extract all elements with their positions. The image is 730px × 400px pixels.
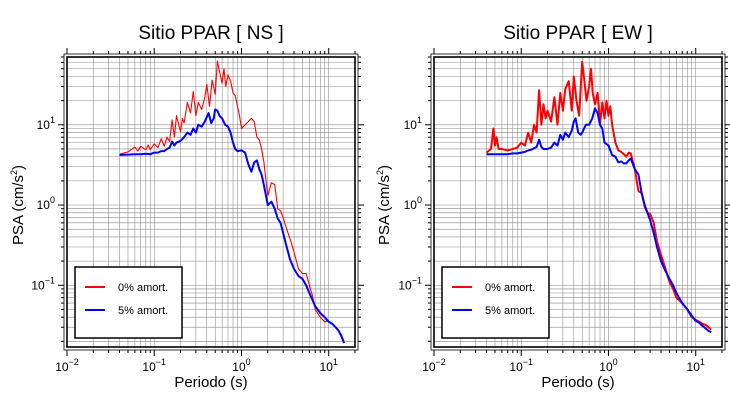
- y-tick-label-exp: 0: [50, 195, 55, 205]
- chart-panel-ns: Sitio PPAR [ NS ] 10−2 10−1 100 10110−11001…: [9, 23, 364, 391]
- tick-marks: [58, 48, 364, 356]
- y-tick-label-exp: −1: [412, 275, 422, 285]
- x-axis-label: Periodo (s): [174, 374, 247, 391]
- y-axis-label-close: ): [10, 165, 27, 170]
- x-tick-label: 10−2: [55, 357, 79, 374]
- plot-frame-outer: [430, 53, 726, 351]
- plot-frame: [66, 56, 356, 348]
- y-tick-label: 101: [37, 115, 55, 132]
- y-tick-label-base: 10: [404, 198, 418, 212]
- legend-label-1: 5% amort.: [485, 305, 535, 317]
- legend-label-1: 5% amort.: [118, 305, 168, 317]
- x-tick-label-exp: 1: [700, 357, 705, 367]
- x-tick-label-base: 10: [509, 360, 523, 374]
- x-tick-label: 10−2: [422, 357, 446, 374]
- y-tick-label-exp: −1: [45, 275, 55, 285]
- chart-panel-ew: Sitio PPAR [ EW ] 10−2 10−1 100 10110−11001…: [375, 23, 730, 391]
- y-tick-label: 10−1: [398, 275, 422, 292]
- tick-marks: [425, 48, 730, 356]
- x-axis-label: Periodo (s): [541, 374, 614, 391]
- x-tick-label-exp: −2: [69, 357, 79, 367]
- y-tick-label-exp: 0: [417, 195, 422, 205]
- series-line-1: [119, 108, 346, 344]
- x-tick-label-base: 10: [55, 360, 69, 374]
- x-tick-label-base: 10: [142, 360, 156, 374]
- legend-box: [441, 266, 550, 339]
- series-line-0: [485, 60, 712, 331]
- legend-box: [74, 266, 183, 339]
- y-tick-label: 100: [37, 195, 55, 212]
- x-tick-label-base: 10: [599, 360, 613, 374]
- x-tick-label: 10−1: [509, 357, 533, 374]
- legend-label-0: 0% amort.: [118, 282, 168, 294]
- y-axis-label-sup: 2: [375, 170, 385, 175]
- x-tick-label: 10−1: [142, 357, 166, 374]
- x-tick-label: 101: [320, 357, 338, 374]
- x-tick-label-base: 10: [320, 360, 334, 374]
- x-tick-label-base: 10: [422, 360, 436, 374]
- y-tick-label: 100: [404, 195, 422, 212]
- y-axis-label-main: PSA (cm/s: [376, 175, 393, 245]
- x-tick-label-exp: 0: [246, 357, 251, 367]
- y-tick-label-base: 10: [404, 118, 418, 132]
- x-tick-label-exp: −1: [523, 357, 533, 367]
- x-tick-label: 100: [599, 357, 617, 374]
- y-axis-label-main: PSA (cm/s: [10, 175, 27, 245]
- y-tick-label-exp: 1: [417, 115, 422, 125]
- x-tick-label: 100: [232, 357, 250, 374]
- y-axis-label: PSA (cm/s2): [9, 165, 27, 245]
- plot-frame-outer: [63, 53, 359, 351]
- y-tick-label-base: 10: [31, 278, 45, 292]
- x-tick-label-exp: 0: [613, 357, 618, 367]
- legend: 0% amort. 5% amort.: [74, 266, 183, 339]
- y-tick-label: 10−1: [31, 275, 55, 292]
- plot-frame: [433, 56, 723, 348]
- y-tick-label-base: 10: [37, 198, 51, 212]
- legend-label-0: 0% amort.: [485, 282, 535, 294]
- chart-title: Sitio PPAR [ EW ]: [503, 23, 653, 44]
- legend: 0% amort. 5% amort.: [441, 266, 550, 339]
- x-tick-label-base: 10: [232, 360, 246, 374]
- y-tick-label-base: 10: [37, 118, 51, 132]
- x-tick-label-exp: −2: [436, 357, 446, 367]
- chart-title: Sitio PPAR [ NS ]: [138, 23, 283, 44]
- y-axis-label: PSA (cm/s2): [375, 165, 393, 245]
- x-tick-label-exp: −1: [156, 357, 166, 367]
- y-axis-label-close: ): [376, 165, 393, 170]
- series-line-0: [119, 60, 345, 342]
- x-tick-label-base: 10: [687, 360, 701, 374]
- y-tick-label: 101: [404, 115, 422, 132]
- y-axis-label-sup: 2: [9, 170, 19, 175]
- x-tick-label-exp: 1: [333, 357, 338, 367]
- y-tick-label-base: 10: [398, 278, 412, 292]
- series-line-1: [486, 107, 712, 334]
- x-tick-label: 101: [687, 357, 705, 374]
- y-tick-label-exp: 1: [50, 115, 55, 125]
